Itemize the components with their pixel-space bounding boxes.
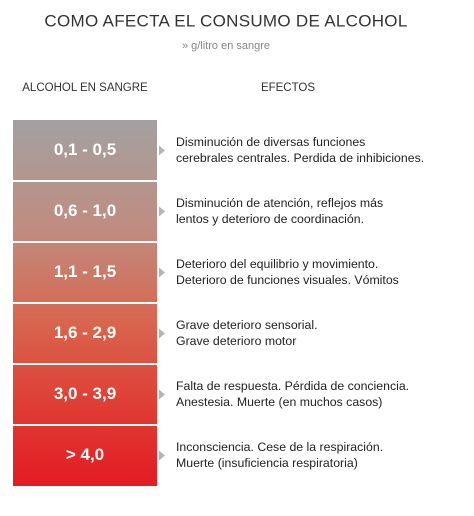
range-label: 0,6 - 1,0	[54, 201, 116, 220]
arrow	[159, 206, 165, 217]
title: COMO AFECTA EL CONSUMO DE ALCOHOL	[44, 11, 407, 30]
range-label: > 4,0	[66, 445, 104, 464]
arrow	[159, 328, 165, 339]
effect-text: Disminución de atención, reflejos más	[176, 196, 383, 210]
effect-text: Inconsciencia. Cese de la respiración.	[176, 440, 383, 454]
arrow	[159, 389, 165, 400]
effect-text: Falta de respuesta. Pérdida de concienci…	[176, 379, 409, 393]
range-label: 0,1 - 0,5	[54, 140, 116, 159]
effect-text: Grave deterioro sensorial.	[176, 318, 317, 332]
range-label: 1,6 - 2,9	[54, 323, 116, 342]
arrow	[159, 267, 165, 278]
effect-text: Deterioro de funciones visuales. Vómitos	[176, 273, 399, 287]
effect-text: Anestesia. Muerte (en muchos casos)	[176, 395, 382, 409]
effect-text: lentos y deterioro de coordinación.	[176, 212, 364, 226]
column-header: ALCOHOL EN SANGRE	[22, 82, 148, 94]
effect-text: cerebrales centrales. Perdida de inhibic…	[176, 151, 424, 165]
effect-text: Grave deterioro motor	[176, 334, 296, 348]
range-label: 1,1 - 1,5	[54, 262, 116, 281]
effect-text: Muerte (insuficiencia respiratoria)	[176, 456, 358, 470]
effect-text: Deterioro del equilibrio y movimiento.	[176, 257, 378, 271]
range-label: 3,0 - 3,9	[54, 384, 116, 403]
arrow	[159, 450, 165, 461]
column-header: EFECTOS	[261, 82, 315, 94]
arrow	[159, 145, 165, 156]
rows: 0,1 - 0,5 Disminución de diversas funcion…	[13, 135, 424, 470]
subtitle: » g/litro en sangre	[182, 40, 270, 52]
effect-text: Disminución de diversas funciones	[176, 135, 365, 149]
